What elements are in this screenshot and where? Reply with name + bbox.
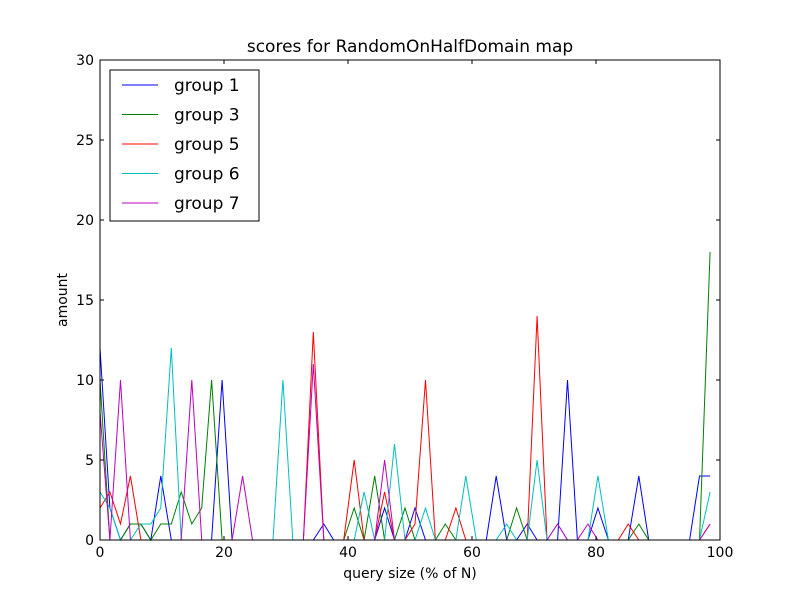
legend: group 1 group 3 group 5 group 6 group 7	[109, 69, 260, 222]
legend-label: group 1	[174, 76, 240, 96]
plot-frame	[99, 59, 721, 541]
x-axis-title: query size (% of N)	[343, 566, 477, 582]
y-tick-label: 10	[76, 373, 94, 389]
y-axis-title: amount	[55, 272, 71, 327]
x-tick-label: 20	[215, 545, 233, 561]
legend-label: group 5	[174, 135, 240, 155]
x-tick-label: 80	[587, 545, 605, 561]
x-tick-label: 60	[463, 545, 481, 561]
y-tick-label: 0	[85, 533, 94, 549]
legend-box	[109, 69, 260, 222]
legend-label: group 7	[174, 194, 240, 214]
legend-label: group 3	[174, 106, 240, 126]
x-tick-label: 0	[96, 545, 105, 561]
y-tick-label: 20	[76, 213, 94, 229]
legend-label: group 6	[174, 165, 240, 185]
y-tick-label: 5	[85, 453, 94, 469]
x-tick-label: 100	[707, 545, 734, 561]
y-tick-label: 30	[76, 53, 94, 69]
ticks-layer: 0 20 40 60 80 100 0 5 10 15 20 25 30	[76, 53, 733, 561]
y-tick-label: 15	[76, 293, 94, 309]
chart-title: scores for RandomOnHalfDomain map	[247, 37, 573, 57]
x-tick-label: 40	[339, 545, 357, 561]
y-tick-label: 25	[76, 133, 94, 149]
